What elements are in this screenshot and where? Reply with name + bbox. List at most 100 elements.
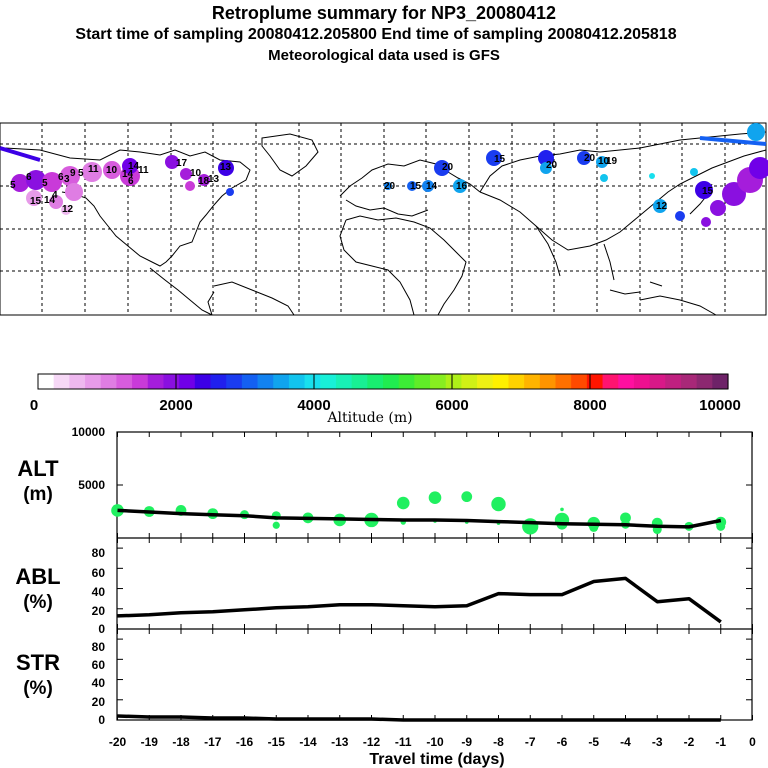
str-panel-unit: (%) (23, 678, 53, 699)
plume-point (486, 150, 502, 166)
map-point-label: 18 (198, 176, 210, 187)
plume-point (649, 173, 655, 179)
colorbar-swatch (116, 374, 133, 389)
x-tick-label: -7 (525, 735, 536, 749)
alt-y-tick-labels: 10000 5000 (72, 425, 106, 492)
x-tick-label: -19 (141, 735, 159, 749)
x-tick-labels: -20 -19 -18 -17 -16 -15 -14 -13 -12 -11 -10 -9 -8 -7-… (109, 735, 756, 749)
colorbar-swatch (38, 374, 55, 389)
plume-point (538, 150, 554, 166)
abl-panel-unit: (%) (23, 592, 53, 613)
timeseries-panels: ALT (m) ABL (%) STR (%) 10000 5000 80 60… (15, 425, 756, 768)
map-point-label: 20 (442, 162, 454, 173)
abl-y-tick: 0 (98, 622, 105, 636)
colorbar-tick-label: 8000 (573, 397, 606, 414)
colorbar-tick-label: 10000 (699, 397, 741, 414)
alt-panel-unit: (m) (23, 484, 53, 505)
plume-points (0, 123, 768, 227)
colorbar-swatch (477, 374, 494, 389)
plume-point (540, 162, 552, 174)
colorbar-swatch (586, 374, 604, 389)
x-tick-label: -10 (426, 735, 444, 749)
plume-point (384, 182, 392, 190)
colorbar-tick-label: 6000 (435, 397, 468, 414)
colorbar-tick-labels: 0 2000 4000 6000 8000 10000 (30, 397, 741, 414)
series-lines (117, 508, 722, 722)
x-tick-label: -5 (588, 735, 599, 749)
map-point-label: 4 (52, 190, 58, 201)
map-point-label: 11 (88, 164, 99, 175)
colorbar-swatch (257, 374, 274, 389)
plume-trail (699, 136, 767, 146)
colorbar-swatch (430, 374, 447, 389)
map-point-label: 12 (62, 204, 74, 215)
plume-point (749, 157, 768, 179)
plume-point (690, 168, 698, 176)
map-point-label: 16 (456, 181, 468, 192)
abl-y-tick-labels: 80 60 40 20 0 (92, 546, 106, 636)
map-point-label: 15 (410, 181, 422, 192)
colorbar-swatches (38, 374, 729, 389)
map-point-label: 15 (30, 196, 42, 207)
colorbar-swatch (445, 374, 463, 389)
plume-point (453, 179, 467, 193)
str-series-line (117, 714, 721, 722)
x-tick-label: -4 (620, 735, 631, 749)
map-point-label: 3 (64, 174, 70, 185)
map-point-label: 19 (606, 156, 618, 167)
colorbar-swatch (649, 374, 666, 389)
abl-y-tick: 60 (92, 566, 106, 580)
plume-point (61, 205, 71, 215)
map-point-label: 9 (70, 168, 76, 179)
plume-point (60, 166, 80, 186)
plume-point (42, 172, 62, 192)
colorbar-swatch (524, 374, 541, 389)
colorbar-swatch (539, 374, 557, 389)
alt-scatter-point (461, 491, 473, 503)
abl-y-tick: 20 (92, 604, 106, 618)
plume-point (26, 170, 46, 190)
colorbar: 0 2000 4000 6000 8000 10000 Altitude (m) (30, 373, 741, 426)
map-point-label: 14 (122, 169, 134, 180)
plume-trail (0, 146, 41, 162)
map-point-label: 15 (702, 186, 714, 197)
colorbar-swatch (100, 374, 118, 389)
plume-point (49, 195, 63, 209)
plume-point (82, 162, 102, 182)
str-panel-title: STR (16, 650, 60, 675)
plume-point (422, 180, 434, 192)
alt-scatter-point (560, 507, 564, 512)
colorbar-swatch (288, 374, 306, 389)
plume-point (600, 174, 608, 182)
map-point-label: 5 (10, 180, 16, 191)
colorbar-swatch (696, 374, 713, 389)
alt-scatter-point (716, 521, 726, 531)
map-point-label: 17 (176, 158, 188, 169)
plume-point (407, 181, 417, 191)
plume-point (596, 156, 608, 168)
alt-scatter-point (428, 491, 442, 505)
x-axis-label: Travel time (days) (369, 751, 504, 768)
plume-point (218, 160, 234, 176)
colorbar-swatch (414, 374, 431, 389)
chart-title: Retroplume summary for NP3_20080412 (211, 3, 557, 23)
colorbar-swatch (618, 374, 635, 389)
colorbar-swatch (163, 374, 180, 389)
abl-panel-title: ABL (15, 564, 60, 589)
x-tick-label: -6 (557, 735, 568, 749)
colorbar-swatch (602, 374, 619, 389)
plume-point (653, 199, 667, 213)
x-tick-label: -18 (172, 735, 190, 749)
plume-point (226, 188, 234, 196)
map-point-label: 10 (190, 168, 202, 179)
map-point-label: 14 (44, 195, 56, 206)
str-y-tick: 0 (98, 713, 105, 727)
abl-y-tick: 80 (92, 546, 106, 560)
x-tick-label: -20 (109, 735, 127, 749)
plume-point (180, 168, 192, 180)
map-point-label: 5 (42, 178, 48, 189)
colorbar-tick-label: 4000 (297, 397, 330, 414)
alt-y-tick: 10000 (72, 425, 106, 439)
plume-point (577, 151, 591, 165)
